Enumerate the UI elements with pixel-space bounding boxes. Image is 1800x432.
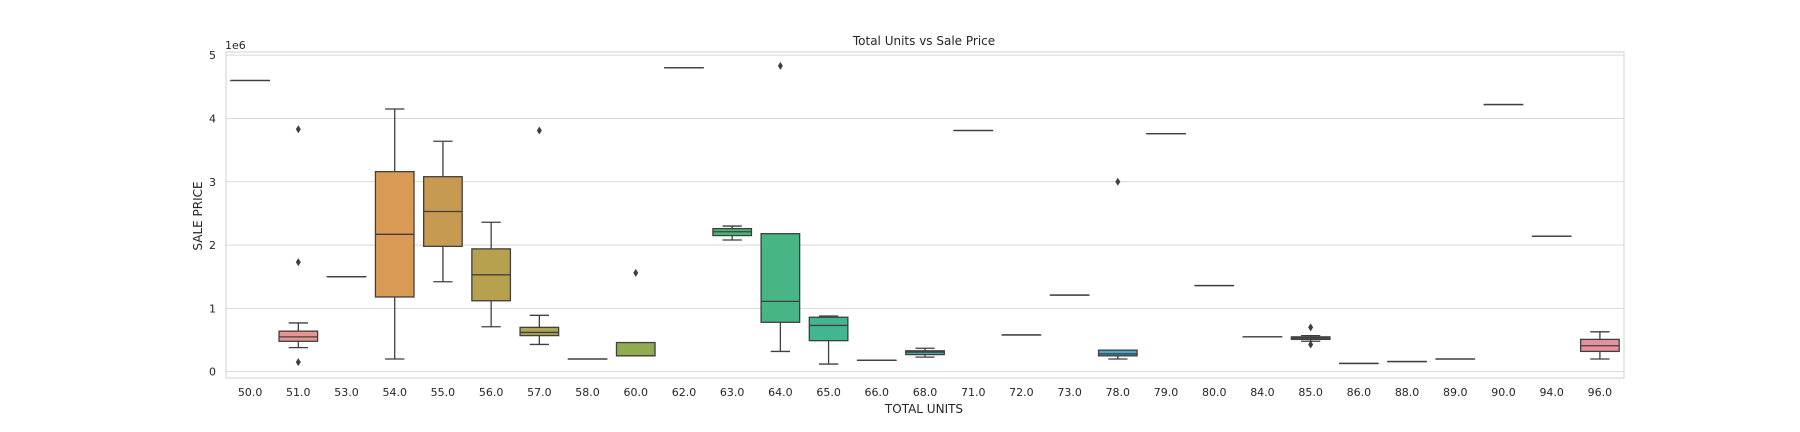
y-tick-label: 2 bbox=[209, 239, 216, 252]
box-group bbox=[1579, 331, 1620, 360]
chart-title: Total Units vs Sale Price bbox=[852, 34, 995, 48]
box-group bbox=[471, 221, 512, 328]
x-tick-label: 56.0 bbox=[479, 386, 504, 399]
outlier-point bbox=[295, 125, 301, 134]
x-tick-label: 88.0 bbox=[1395, 386, 1420, 399]
x-tick-label: 65.0 bbox=[816, 386, 841, 399]
x-tick-label: 72.0 bbox=[1009, 386, 1034, 399]
y-tick-label: 5 bbox=[209, 49, 216, 62]
x-tick-label: 86.0 bbox=[1347, 386, 1372, 399]
x-tick-label: 79.0 bbox=[1154, 386, 1179, 399]
x-tick-label: 96.0 bbox=[1588, 386, 1613, 399]
x-tick-label: 54.0 bbox=[382, 386, 407, 399]
x-tick-label: 80.0 bbox=[1202, 386, 1227, 399]
x-tick-label: 94.0 bbox=[1539, 386, 1564, 399]
x-tick-label: 64.0 bbox=[768, 386, 793, 399]
outlier-point bbox=[536, 126, 542, 135]
y-tick-label: 3 bbox=[209, 176, 216, 189]
x-tick-label: 57.0 bbox=[527, 386, 552, 399]
x-tick-label: 78.0 bbox=[1106, 386, 1131, 399]
y-tick-label: 4 bbox=[209, 112, 216, 125]
x-tick-label: 58.0 bbox=[575, 386, 600, 399]
box-body bbox=[615, 341, 656, 357]
box-group bbox=[1290, 323, 1331, 349]
box-body bbox=[1097, 349, 1138, 357]
plot-frame bbox=[225, 51, 1625, 379]
x-tick-label: 63.0 bbox=[720, 386, 745, 399]
box-group bbox=[712, 225, 753, 241]
outlier-point bbox=[777, 61, 783, 70]
box-group bbox=[422, 140, 463, 283]
x-tick-label: 90.0 bbox=[1491, 386, 1516, 399]
box-group bbox=[760, 61, 801, 353]
x-tick-label: 89.0 bbox=[1443, 386, 1468, 399]
box-group bbox=[519, 126, 560, 346]
box-group bbox=[1097, 177, 1138, 360]
x-tick-label: 53.0 bbox=[334, 386, 359, 399]
outlier-point bbox=[1115, 177, 1121, 186]
x-tick-label: 62.0 bbox=[672, 386, 697, 399]
box-group bbox=[278, 125, 319, 367]
x-tick-label: 84.0 bbox=[1250, 386, 1275, 399]
outlier-point bbox=[295, 258, 301, 267]
box-group bbox=[615, 268, 656, 357]
outlier-point bbox=[633, 268, 639, 277]
x-tick-label: 51.0 bbox=[286, 386, 311, 399]
box-group bbox=[808, 315, 849, 365]
outlier-point bbox=[1308, 323, 1314, 332]
y-axis-label: SALE PRICE bbox=[191, 181, 205, 250]
y-offset-label: 1e6 bbox=[225, 39, 246, 52]
x-tick-label: 50.0 bbox=[238, 386, 263, 399]
box-body bbox=[519, 326, 560, 337]
x-axis-label: TOTAL UNITS bbox=[884, 402, 963, 416]
y-tick-label: 1 bbox=[209, 302, 216, 315]
box-group bbox=[374, 108, 415, 360]
box-group bbox=[905, 347, 945, 358]
x-tick-label: 71.0 bbox=[961, 386, 986, 399]
x-tick-label: 66.0 bbox=[865, 386, 890, 399]
box-body bbox=[808, 316, 849, 342]
x-tick-label: 85.0 bbox=[1298, 386, 1323, 399]
x-tick-label: 73.0 bbox=[1057, 386, 1082, 399]
x-tick-label: 55.0 bbox=[431, 386, 456, 399]
x-tick-label: 60.0 bbox=[624, 386, 649, 399]
x-tick-label: 68.0 bbox=[913, 386, 938, 399]
outlier-point bbox=[1308, 340, 1314, 349]
outlier-point bbox=[295, 358, 301, 367]
y-tick-label: 0 bbox=[209, 366, 216, 379]
box-body bbox=[760, 233, 801, 323]
